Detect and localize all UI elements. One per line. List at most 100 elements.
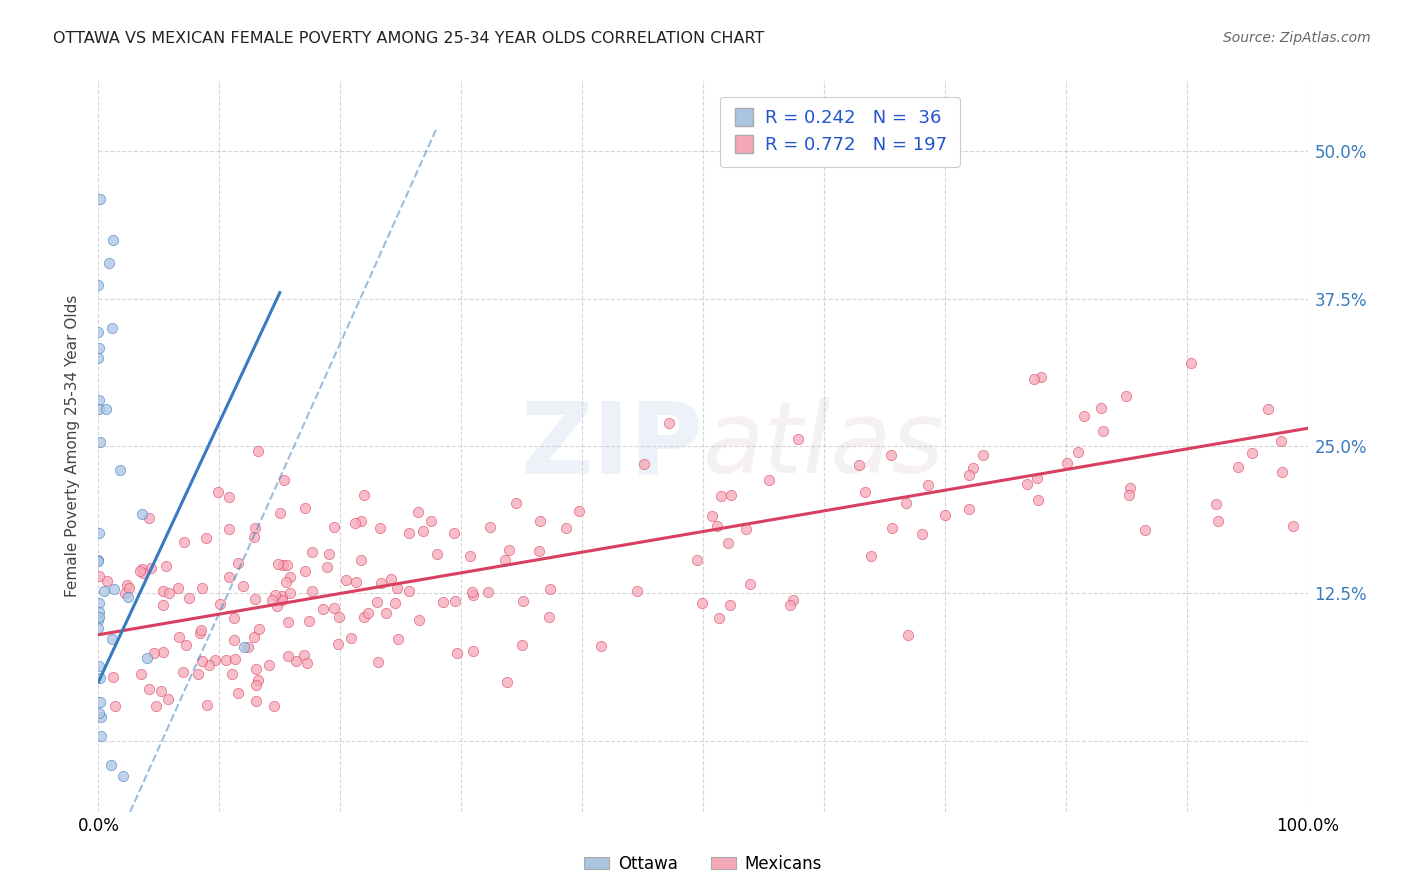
Point: [1026, 493, 1049, 508]
Point: [271, 558, 294, 573]
Point: [292, 648, 315, 662]
Point: [195, 698, 218, 712]
Legend: Ottawa, Mexicans: Ottawa, Mexicans: [578, 848, 828, 880]
Point: [90, 729, 112, 743]
Point: [89, 192, 111, 206]
Point: [718, 598, 741, 612]
Point: [357, 606, 380, 620]
Point: [152, 598, 174, 612]
Point: [176, 638, 198, 652]
Point: [190, 623, 212, 637]
Point: [894, 496, 917, 510]
Point: [735, 522, 758, 536]
Point: [131, 562, 153, 576]
Point: [934, 508, 956, 522]
Point: [353, 609, 375, 624]
Point: [1240, 446, 1263, 460]
Point: [1067, 444, 1090, 458]
Point: [87, 596, 110, 610]
Point: [626, 583, 648, 598]
Point: [344, 516, 367, 530]
Point: [128, 564, 150, 578]
Point: [717, 536, 740, 550]
Point: [322, 519, 344, 533]
Point: [897, 628, 920, 642]
Point: [243, 530, 266, 544]
Point: [432, 595, 454, 609]
Point: [1257, 401, 1279, 416]
Point: [538, 582, 561, 596]
Point: [353, 488, 375, 502]
Point: [179, 591, 201, 606]
Point: [512, 594, 534, 608]
Point: [461, 644, 484, 658]
Point: [143, 646, 166, 660]
Text: ZIP: ZIP: [520, 398, 703, 494]
Point: [1119, 481, 1142, 495]
Point: [204, 653, 226, 667]
Point: [117, 591, 139, 605]
Point: [1118, 488, 1140, 502]
Point: [101, 233, 124, 247]
Point: [366, 595, 388, 609]
Point: [87, 552, 110, 566]
Point: [89, 435, 111, 450]
Point: [191, 581, 214, 595]
Point: [294, 565, 316, 579]
Point: [243, 521, 266, 535]
Point: [957, 502, 980, 516]
Point: [100, 321, 122, 335]
Point: [375, 606, 398, 620]
Point: [538, 610, 561, 624]
Point: [385, 581, 408, 595]
Point: [245, 694, 267, 708]
Point: [315, 559, 337, 574]
Point: [859, 549, 882, 563]
Point: [152, 584, 174, 599]
Point: [87, 613, 110, 627]
Point: [167, 630, 190, 644]
Point: [273, 473, 295, 487]
Point: [384, 596, 406, 610]
Point: [89, 610, 111, 624]
Point: [779, 599, 801, 613]
Point: [1180, 356, 1202, 370]
Point: [398, 526, 420, 541]
Point: [114, 586, 136, 600]
Point: [328, 610, 350, 624]
Point: [135, 651, 157, 665]
Point: [209, 597, 232, 611]
Point: [285, 654, 308, 668]
Point: [787, 433, 810, 447]
Point: [1226, 460, 1249, 475]
Point: [138, 510, 160, 524]
Point: [87, 342, 110, 356]
Point: [236, 640, 259, 654]
Point: [190, 654, 212, 668]
Text: OTTAWA VS MEXICAN FEMALE POVERTY AMONG 25-34 YEAR OLDS CORRELATION CHART: OTTAWA VS MEXICAN FEMALE POVERTY AMONG 2…: [53, 31, 765, 46]
Point: [344, 574, 367, 589]
Point: [266, 557, 288, 571]
Point: [368, 521, 391, 535]
Point: [96, 574, 118, 588]
Point: [197, 658, 219, 673]
Point: [408, 613, 430, 627]
Point: [295, 656, 318, 670]
Point: [1282, 519, 1305, 533]
Point: [690, 596, 713, 610]
Point: [301, 583, 323, 598]
Point: [1017, 476, 1039, 491]
Point: [326, 637, 349, 651]
Point: [707, 610, 730, 624]
Point: [101, 670, 124, 684]
Point: [568, 504, 591, 518]
Point: [87, 621, 110, 635]
Point: [554, 521, 576, 535]
Point: [89, 695, 111, 709]
Point: [245, 662, 267, 676]
Point: [1115, 390, 1137, 404]
Point: [350, 515, 373, 529]
Point: [529, 514, 551, 528]
Point: [367, 655, 389, 669]
Point: [412, 524, 434, 539]
